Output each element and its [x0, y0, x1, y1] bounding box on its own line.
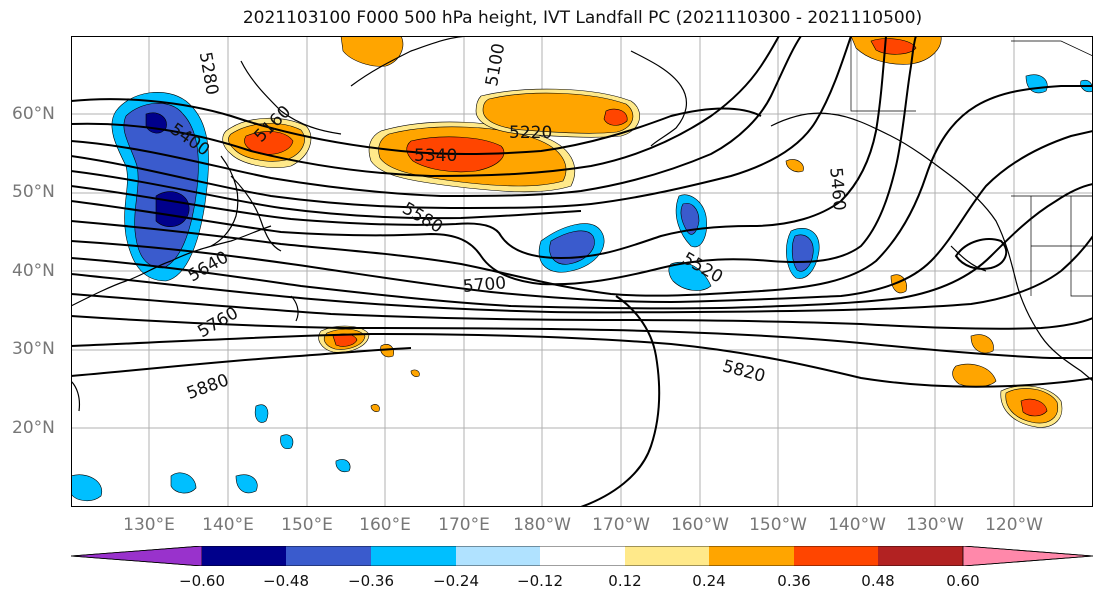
- map-svg: 5280 5160 5100 5220 5340 5400 5460 5580 …: [71, 36, 1093, 507]
- colorbar-bin: [371, 546, 456, 566]
- lon-label-170w: 170°W: [592, 515, 650, 535]
- colorbar-tick: 0.36: [777, 572, 811, 590]
- lon-label-130e: 130°E: [123, 515, 175, 535]
- colorbar-tick: 0.48: [861, 572, 895, 590]
- contour-label: 5700: [462, 273, 507, 297]
- political-boundaries: [850, 36, 1093, 297]
- lon-label-140w: 140°W: [828, 515, 886, 535]
- colorbar-bin: [794, 546, 878, 566]
- colorbar-bin: [709, 546, 794, 566]
- lat-label-30n: 30°N: [12, 339, 55, 359]
- lat-label-60n: 60°N: [12, 104, 55, 124]
- contour-label: 5340: [414, 146, 457, 166]
- colorbar-extend-low: [70, 545, 203, 567]
- colorbar-tick: 0.60: [946, 572, 980, 590]
- lat-label-50n: 50°N: [12, 182, 55, 202]
- colorbar-bin: [878, 546, 963, 566]
- colorbar-bin: [202, 546, 286, 566]
- lon-label-130w: 130°W: [906, 515, 964, 535]
- lon-label-120w: 120°W: [985, 515, 1043, 535]
- colorbar-tick: −0.36: [348, 572, 394, 590]
- lat-label-20n: 20°N: [12, 418, 55, 438]
- colorbar-bin: [456, 546, 540, 566]
- colorbar-bin: [286, 546, 371, 566]
- lon-label-140e: 140°E: [202, 515, 254, 535]
- coastlines: [71, 36, 1093, 412]
- map-panel: 5280 5160 5100 5220 5340 5400 5460 5580 …: [71, 36, 1093, 507]
- lon-label-160w: 160°W: [671, 515, 729, 535]
- lat-label-40n: 40°N: [12, 261, 55, 281]
- lon-label-150w: 150°W: [749, 515, 807, 535]
- colorbar-tick: −0.48: [263, 572, 309, 590]
- colorbar-bin: [625, 546, 709, 566]
- colorbar: [70, 545, 1094, 567]
- colorbar-tick: 0.12: [608, 572, 642, 590]
- height-contours: [71, 36, 1093, 507]
- colorbar-tick: −0.24: [433, 572, 479, 590]
- contour-label: 5220: [509, 123, 552, 143]
- map-title: 2021103100 F000 500 hPa height, IVT Land…: [242, 8, 923, 28]
- colorbar-tick: 0.24: [692, 572, 726, 590]
- lon-label-150e: 150°E: [281, 515, 333, 535]
- lon-label-170e: 170°E: [438, 515, 490, 535]
- lon-label-180w: 180°W: [513, 515, 571, 535]
- colorbar-extend-high: [962, 545, 1094, 567]
- colorbar-tick: −0.12: [517, 572, 563, 590]
- lon-label-160e: 160°E: [359, 515, 411, 535]
- colorbar-bin: [540, 546, 625, 566]
- contour-label: 5460: [825, 167, 849, 212]
- colorbar-svg: [70, 545, 1094, 567]
- colorbar-tick: −0.60: [179, 572, 225, 590]
